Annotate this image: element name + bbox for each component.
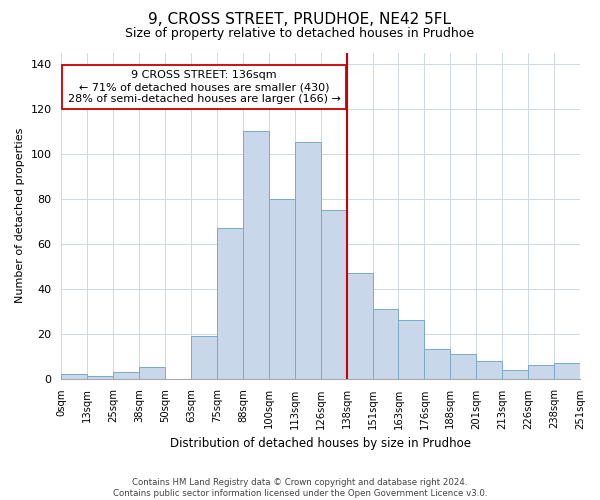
Bar bbox=[502, 370, 528, 378]
Bar bbox=[61, 374, 88, 378]
Bar bbox=[243, 131, 269, 378]
Bar bbox=[217, 228, 243, 378]
Text: 9, CROSS STREET, PRUDHOE, NE42 5FL: 9, CROSS STREET, PRUDHOE, NE42 5FL bbox=[149, 12, 452, 28]
Bar bbox=[554, 363, 580, 378]
Text: Contains HM Land Registry data © Crown copyright and database right 2024.
Contai: Contains HM Land Registry data © Crown c… bbox=[113, 478, 487, 498]
Bar bbox=[139, 368, 165, 378]
Text: Size of property relative to detached houses in Prudhoe: Size of property relative to detached ho… bbox=[125, 28, 475, 40]
Bar bbox=[347, 273, 373, 378]
Bar bbox=[373, 309, 398, 378]
Bar bbox=[191, 336, 217, 378]
Text: 9 CROSS STREET: 136sqm
← 71% of detached houses are smaller (430)
28% of semi-de: 9 CROSS STREET: 136sqm ← 71% of detached… bbox=[68, 70, 340, 104]
Bar bbox=[269, 198, 295, 378]
Bar bbox=[398, 320, 424, 378]
X-axis label: Distribution of detached houses by size in Prudhoe: Distribution of detached houses by size … bbox=[170, 437, 471, 450]
Bar bbox=[424, 350, 451, 378]
Bar bbox=[295, 142, 321, 378]
Bar bbox=[88, 376, 113, 378]
Bar bbox=[528, 365, 554, 378]
Bar bbox=[113, 372, 139, 378]
Bar bbox=[321, 210, 347, 378]
Bar bbox=[451, 354, 476, 378]
Y-axis label: Number of detached properties: Number of detached properties bbox=[15, 128, 25, 303]
Bar bbox=[476, 360, 502, 378]
